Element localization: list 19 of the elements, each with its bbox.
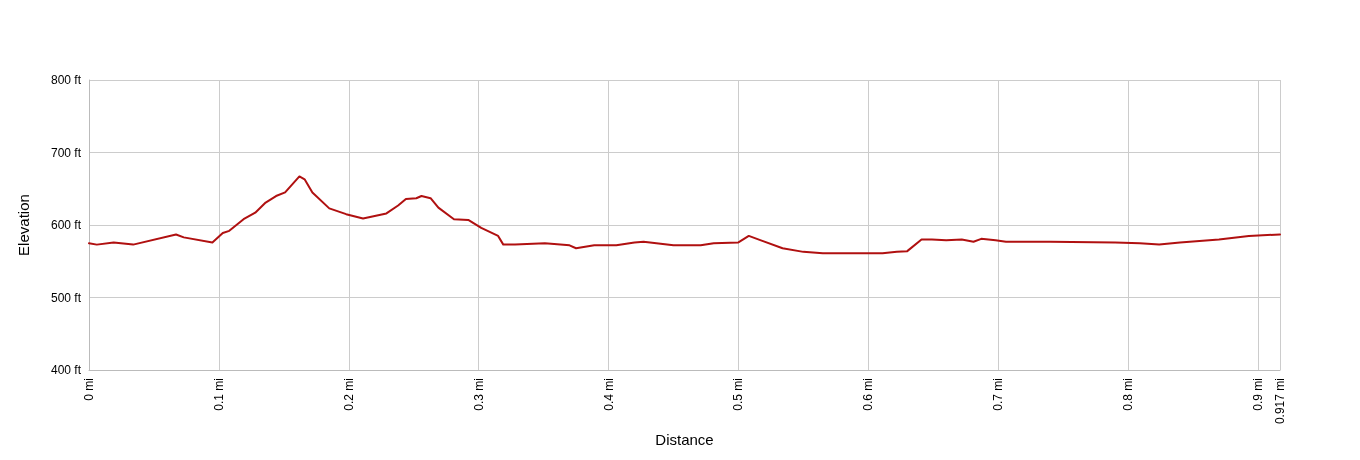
x-axis-title: Distance <box>655 431 714 448</box>
y-tick-label: 400 ft <box>50 363 82 378</box>
y-axis-title: Elevation <box>15 194 32 256</box>
x-tick-label: 0.2 mi <box>341 378 356 411</box>
x-tick-label: 0.5 mi <box>731 378 746 411</box>
x-tick-label: 0.6 mi <box>861 378 876 411</box>
x-tick-label: 0.3 mi <box>471 378 486 411</box>
x-tick-label: 0.8 mi <box>1121 378 1136 411</box>
x-tick-label: 0.1 mi <box>211 378 226 411</box>
x-tick-label: 0.4 mi <box>601 378 616 411</box>
x-tick-label: 0.7 mi <box>991 378 1006 411</box>
y-tick-label: 600 ft <box>50 218 82 233</box>
y-tick-label: 500 ft <box>50 290 82 305</box>
x-tick-label: 0 mi <box>82 378 96 401</box>
line-series <box>88 175 1281 255</box>
x-tick-label: 0.917 mi <box>1273 378 1287 425</box>
y-tick-label: 800 ft <box>50 73 82 87</box>
x-tick-label: 0.9 mi <box>1250 378 1265 411</box>
y-tick-label: 700 ft <box>50 145 82 160</box>
